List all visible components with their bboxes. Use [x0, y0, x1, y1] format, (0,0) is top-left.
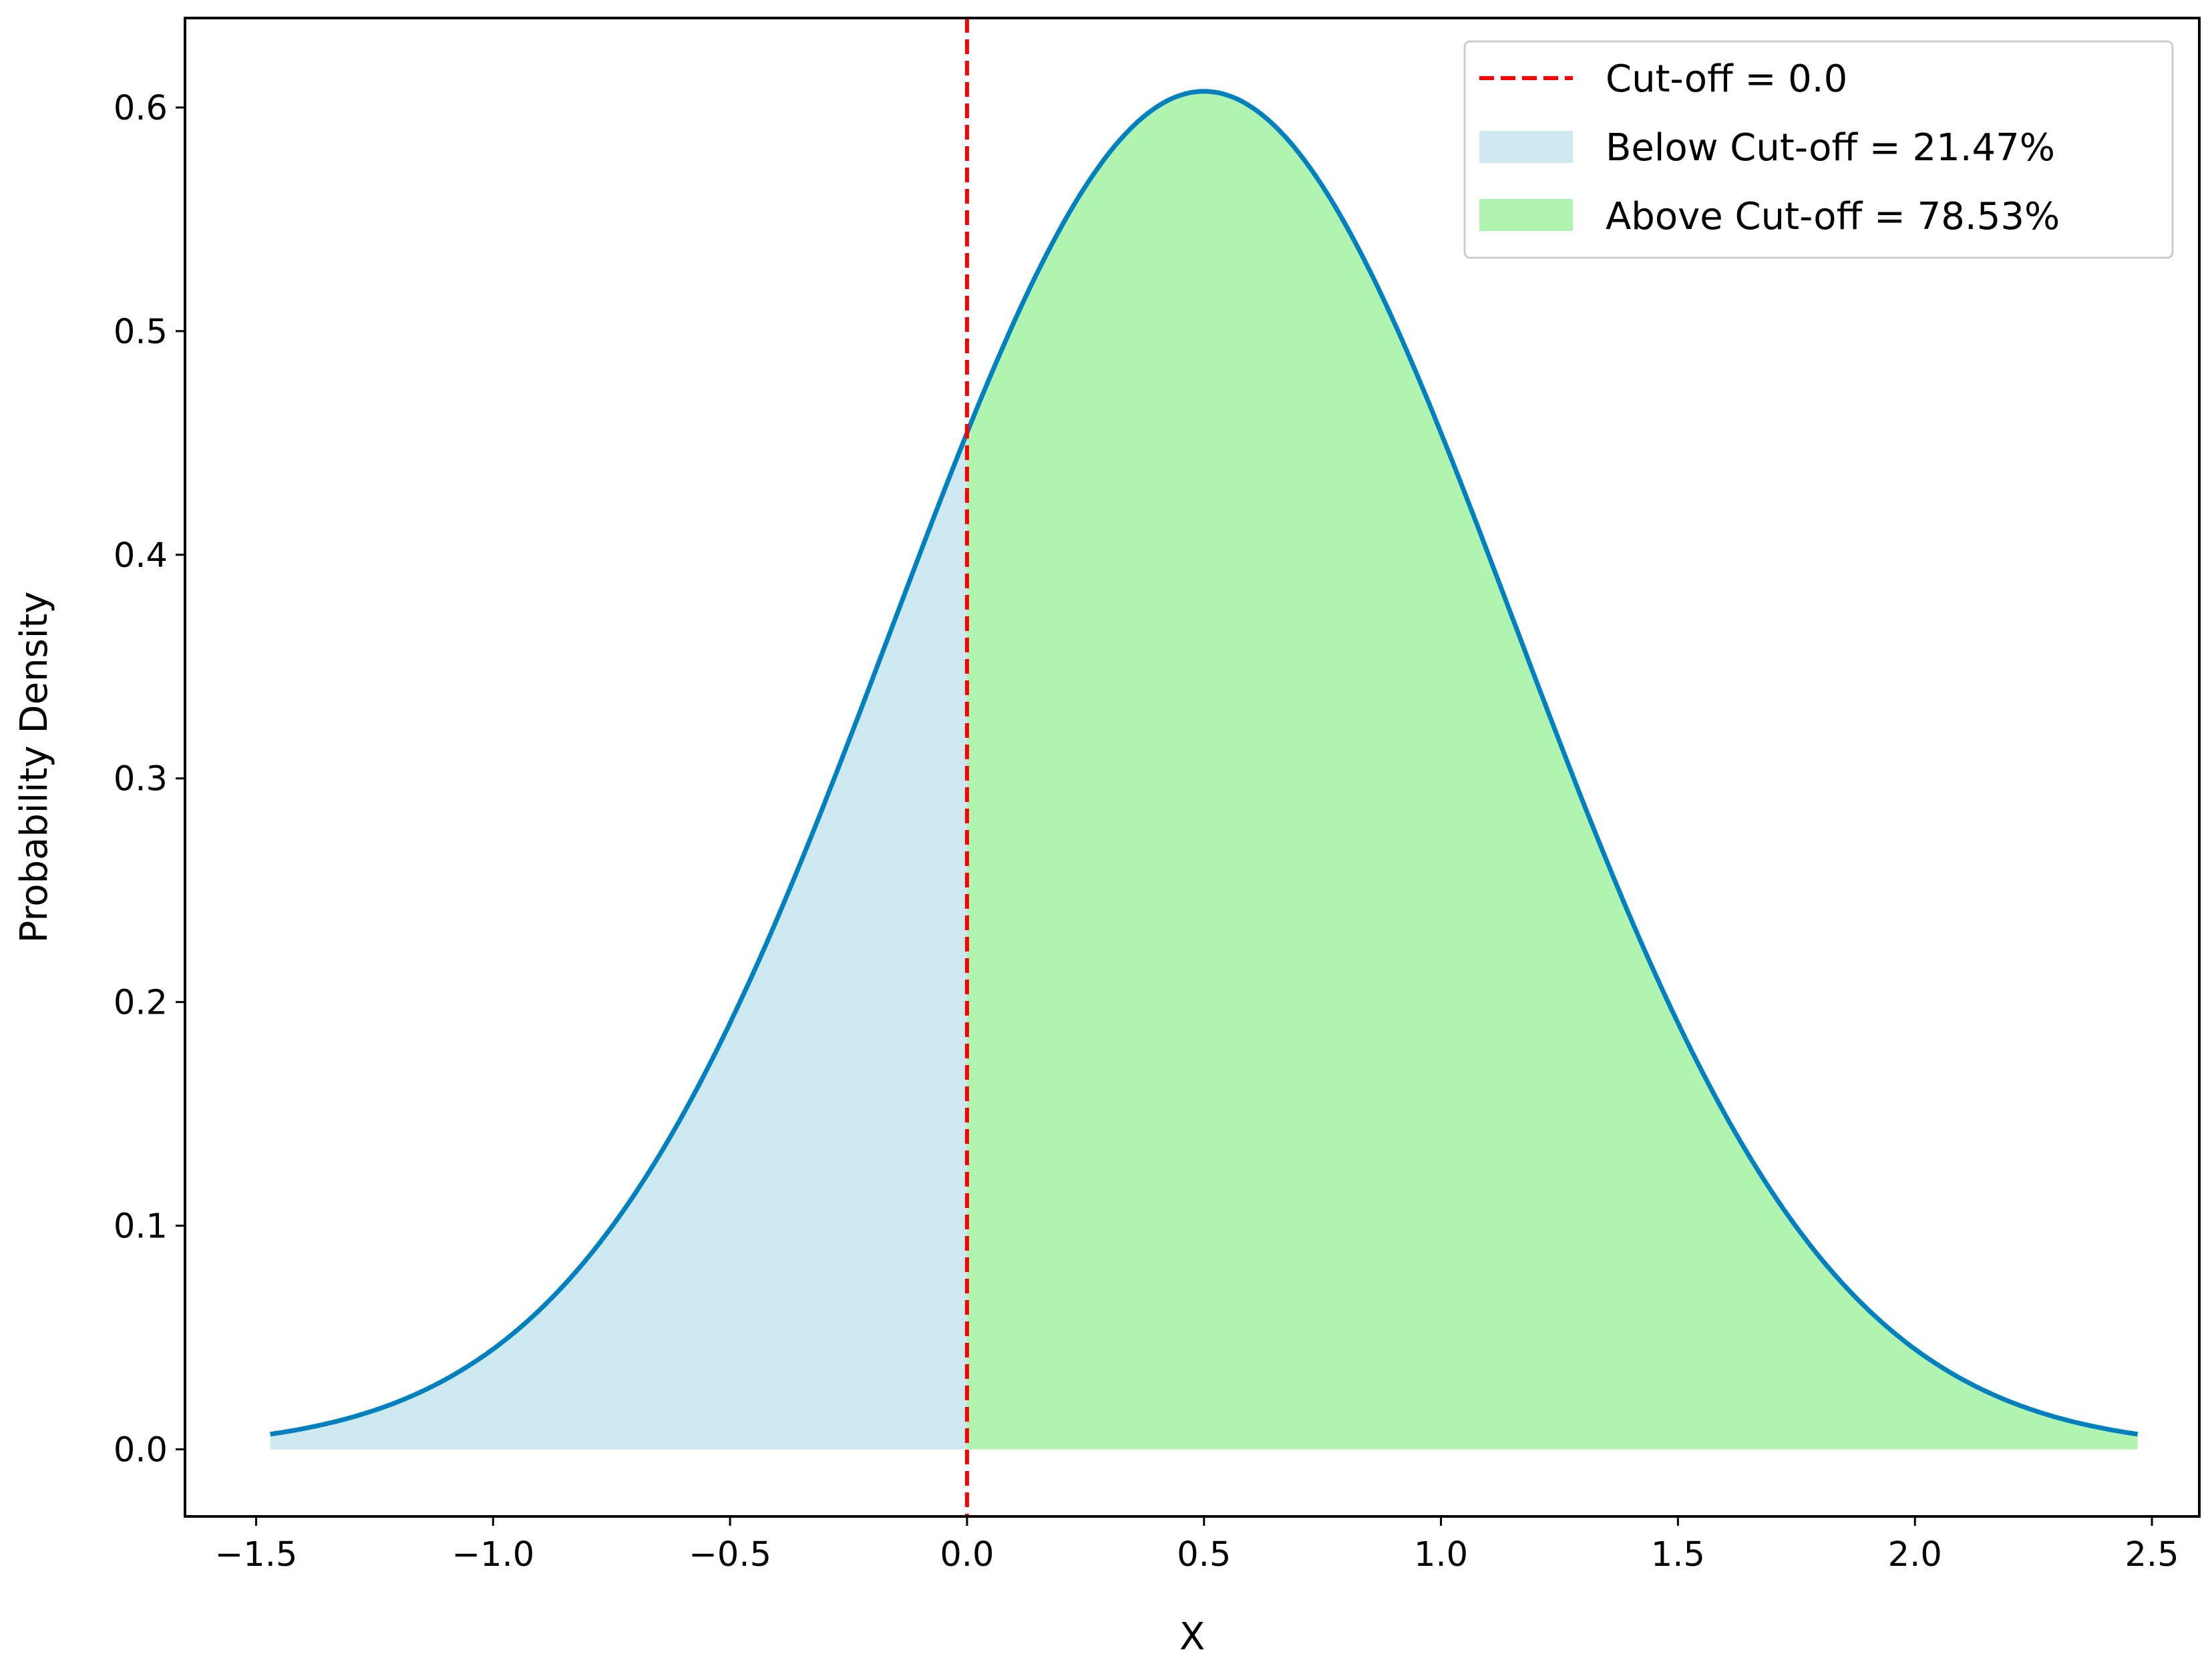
x-tick-label: 0.0: [940, 1535, 994, 1575]
y-axis-label: Probability Density: [13, 592, 56, 944]
legend: Cut-off = 0.0 Below Cut-off = 21.47% Abo…: [1463, 40, 2174, 259]
y-tick-label: 0.4: [114, 536, 168, 576]
plot-frame: [184, 17, 2201, 1518]
x-tick-label: −1.0: [451, 1535, 534, 1575]
legend-above-label: Above Cut-off = 78.53%: [1606, 195, 2060, 238]
x-axis-label: X: [1179, 1615, 1205, 1659]
region-above-cutoff: [966, 91, 2138, 1450]
legend-box: [1463, 40, 2174, 259]
x-tick-label: 2.0: [1888, 1535, 1942, 1575]
y-tick-label: 0.0: [114, 1431, 168, 1470]
x-tick-label: 1.0: [1414, 1535, 1468, 1575]
y-tick-label: 0.2: [114, 984, 168, 1023]
y-tick-label: 0.6: [114, 89, 168, 128]
legend-below-swatch: [1479, 131, 1573, 163]
legend-cutoff-label: Cut-off = 0.0: [1606, 57, 1847, 101]
y-tick-label: 0.5: [114, 313, 168, 352]
shaded-regions: [270, 91, 2138, 1450]
legend-below-label: Below Cut-off = 21.47%: [1606, 126, 2055, 170]
y-axis-ticks: 0.0 0.1 0.2 0.3 0.4 0.5 0.6: [114, 89, 185, 1470]
x-tick-label: −1.5: [215, 1535, 298, 1575]
curve-layer: [270, 89, 2139, 1437]
y-tick-label: 0.3: [114, 760, 168, 799]
x-tick-label: 0.5: [1177, 1535, 1231, 1575]
x-tick-label: 2.5: [2125, 1535, 2179, 1575]
x-axis-ticks: −1.5 −1.0 −0.5 0.0 0.5 1.0 1.5 2.0 2.5: [215, 1516, 2179, 1575]
y-tick-label: 0.1: [114, 1207, 168, 1247]
density-curve: [270, 89, 2139, 1437]
legend-above-swatch: [1479, 199, 1573, 231]
x-tick-label: −0.5: [689, 1535, 771, 1575]
x-tick-label: 1.5: [1651, 1535, 1705, 1575]
region-below-cutoff: [270, 433, 967, 1450]
